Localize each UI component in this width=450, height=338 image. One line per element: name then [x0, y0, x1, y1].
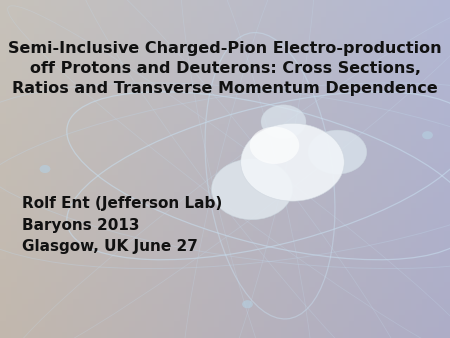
Circle shape: [250, 127, 299, 164]
Circle shape: [40, 165, 50, 173]
Circle shape: [241, 123, 344, 201]
Circle shape: [261, 105, 306, 139]
Text: Semi-Inclusive Charged-Pion Electro-production
off Protons and Deuterons: Cross : Semi-Inclusive Charged-Pion Electro-prod…: [8, 41, 442, 96]
Circle shape: [308, 130, 367, 174]
Circle shape: [212, 159, 292, 220]
Circle shape: [242, 300, 253, 308]
Text: Rolf Ent (Jefferson Lab)
Baryons 2013
Glasgow, UK June 27: Rolf Ent (Jefferson Lab) Baryons 2013 Gl…: [22, 196, 223, 254]
Circle shape: [422, 131, 433, 139]
